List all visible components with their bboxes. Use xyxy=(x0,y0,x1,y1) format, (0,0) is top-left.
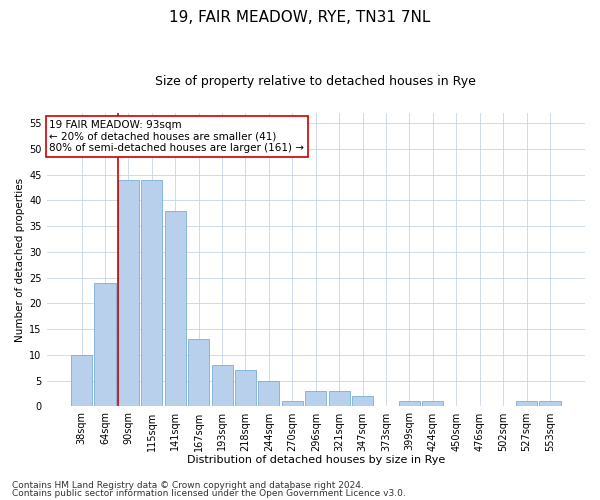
Title: Size of property relative to detached houses in Rye: Size of property relative to detached ho… xyxy=(155,75,476,88)
Bar xyxy=(141,180,163,406)
Bar xyxy=(282,402,303,406)
Y-axis label: Number of detached properties: Number of detached properties xyxy=(15,178,25,342)
Bar xyxy=(259,380,280,406)
Bar xyxy=(94,283,116,406)
Bar xyxy=(164,210,186,406)
Text: Contains public sector information licensed under the Open Government Licence v3: Contains public sector information licen… xyxy=(12,488,406,498)
Bar xyxy=(188,340,209,406)
Bar xyxy=(305,391,326,406)
Bar xyxy=(422,402,443,406)
Bar xyxy=(71,355,92,406)
Bar xyxy=(235,370,256,406)
X-axis label: Distribution of detached houses by size in Rye: Distribution of detached houses by size … xyxy=(187,455,445,465)
Bar xyxy=(329,391,350,406)
Text: 19, FAIR MEADOW, RYE, TN31 7NL: 19, FAIR MEADOW, RYE, TN31 7NL xyxy=(169,10,431,25)
Bar xyxy=(539,402,560,406)
Bar xyxy=(212,366,233,406)
Bar xyxy=(118,180,139,406)
Bar xyxy=(399,402,420,406)
Bar xyxy=(516,402,537,406)
Text: Contains HM Land Registry data © Crown copyright and database right 2024.: Contains HM Land Registry data © Crown c… xyxy=(12,481,364,490)
Bar xyxy=(352,396,373,406)
Text: 19 FAIR MEADOW: 93sqm
← 20% of detached houses are smaller (41)
80% of semi-deta: 19 FAIR MEADOW: 93sqm ← 20% of detached … xyxy=(49,120,304,154)
